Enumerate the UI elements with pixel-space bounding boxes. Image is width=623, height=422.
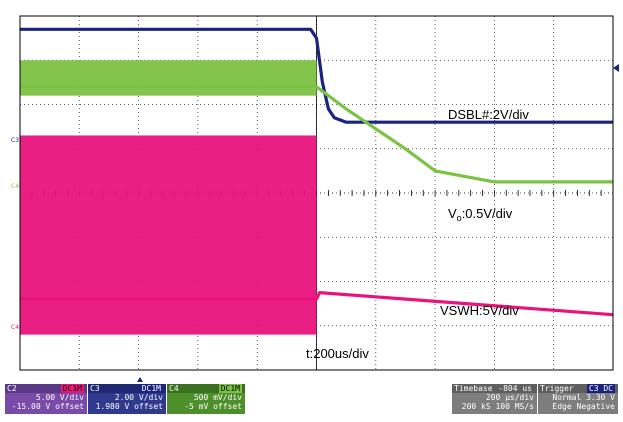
channel-panel-c2-scale: 5.00 V/div <box>35 393 84 402</box>
channel-panel-c3-badge: DC1M <box>139 384 163 393</box>
annotation-vo: Vo:0.5V/div <box>448 206 513 223</box>
annotation-dsbl: DSBL#:2V/div <box>448 107 529 122</box>
channel-panel-c2[interactable]: C2 DC1M 5.00 V/div -15.00 V offset <box>5 384 87 414</box>
annotation-time: t:200us/div <box>306 346 369 361</box>
channel-panel-c3[interactable]: C3 DC1M 2.00 V/div 1.980 V offset <box>88 384 166 414</box>
trigger-level-marker-icon <box>613 64 619 72</box>
timebase-value: -804 us <box>498 384 532 393</box>
trigger-label: Trigger <box>540 384 574 393</box>
trace-line-1 <box>20 85 613 184</box>
trigger-badge: C3 DC <box>586 384 615 393</box>
trigger-slope: Edge Negative <box>552 402 615 411</box>
noise-band-0 <box>20 60 317 96</box>
trigger-level: Normal 3.30 V <box>552 393 615 402</box>
trace-line-2 <box>20 291 614 317</box>
trace-line-0 <box>20 27 613 124</box>
noise-band-1 <box>20 135 317 335</box>
annotation-vswh: VSWH:5V/div <box>440 303 519 318</box>
channel-panel-c3-label: C3 <box>90 384 100 393</box>
timebase-scale: 200 µs/div <box>485 393 534 402</box>
channel-panel-c4-scale: 500 mV/div <box>193 393 242 402</box>
channel-panel-c4-label: C4 <box>169 384 179 393</box>
trigger-panel[interactable]: Trigger C3 DC Normal 3.30 V Edge Negativ… <box>538 384 618 414</box>
channel-panel-c2-badge: DC1M <box>60 384 84 393</box>
timebase-label: Timebase <box>454 384 493 393</box>
channel-marker-c4: C4 <box>11 183 19 190</box>
traces <box>20 27 614 335</box>
channel-panel-c4-offset: -5 mV offset <box>184 402 242 411</box>
channel-panel-c3-scale: 2.00 V/div <box>114 393 163 402</box>
trigger-position-marker-icon <box>137 377 143 382</box>
channel-panel-c3-offset: 1.980 V offset <box>95 402 163 411</box>
channel-marker-c3: C3 <box>11 137 19 144</box>
channel-marker-c2: C4 <box>11 324 19 331</box>
channel-panel-c2-label: C2 <box>7 384 17 393</box>
plot-frame <box>19 15 614 371</box>
channel-panel-c4-badge: DC1M <box>218 384 242 393</box>
timebase-panel[interactable]: Timebase -804 us 200 µs/div 200 kS 100 M… <box>452 384 537 414</box>
timebase-samples: 200 kS 100 MS/s <box>461 402 534 411</box>
channel-panel-c4[interactable]: C4 DC1M 500 mV/div -5 mV offset <box>167 384 245 414</box>
channel-panel-c2-offset: -15.00 V offset <box>11 402 84 411</box>
